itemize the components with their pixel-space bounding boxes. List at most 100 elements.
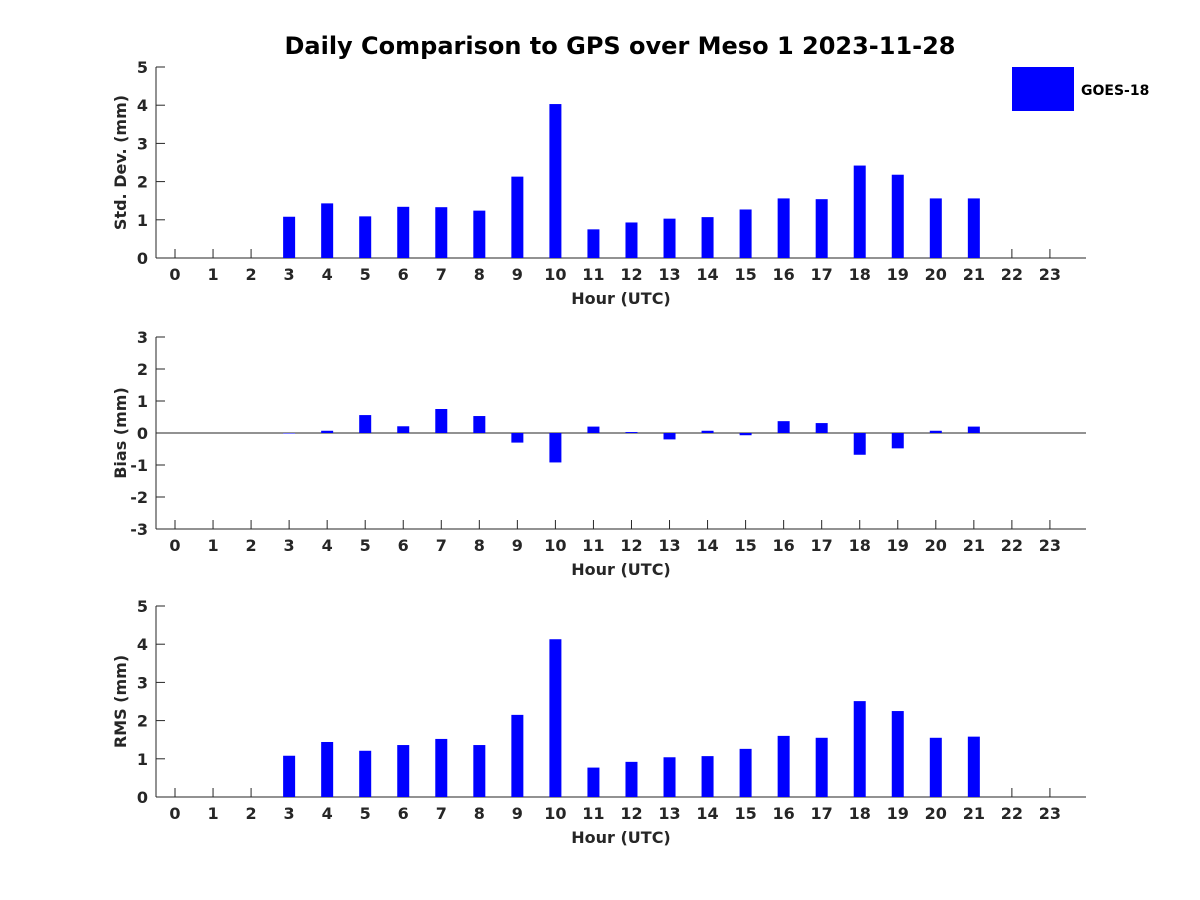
x-tick-label: 17	[811, 536, 833, 555]
bar-hour-12	[625, 432, 638, 433]
x-axis-label: Hour (UTC)	[571, 828, 671, 847]
x-tick-label: 16	[773, 536, 795, 555]
x-tick-label: 19	[887, 536, 909, 555]
x-tick-label: 8	[474, 265, 485, 284]
y-tick-label: 3	[137, 673, 148, 692]
x-tick-label: 0	[169, 804, 180, 823]
bar-hour-15	[739, 433, 752, 436]
x-tick-label: 17	[811, 265, 833, 284]
x-tick-label: 13	[658, 536, 680, 555]
bar-hour-14	[701, 217, 714, 258]
x-tick-label: 2	[246, 265, 257, 284]
x-axis-label: Hour (UTC)	[571, 560, 671, 579]
x-tick-label: 5	[360, 265, 371, 284]
bar-hour-19	[891, 433, 904, 449]
bar-hour-9	[511, 714, 524, 797]
y-tick-label: 2	[137, 173, 148, 192]
x-tick-label: 18	[849, 536, 871, 555]
y-tick-label: 1	[137, 750, 148, 769]
x-tick-label: 23	[1039, 265, 1061, 284]
bar-hour-7	[435, 738, 448, 797]
bar-hour-5	[359, 216, 372, 258]
x-tick-label: 7	[436, 536, 447, 555]
bar-hour-11	[587, 229, 600, 258]
x-tick-label: 15	[734, 536, 756, 555]
bar-hour-11	[587, 767, 600, 797]
y-axis-label: Std. Dev. (mm)	[111, 95, 130, 230]
x-tick-label: 15	[734, 804, 756, 823]
y-tick-label: 0	[137, 788, 148, 807]
x-tick-label: 13	[658, 265, 680, 284]
bar-hour-19	[891, 711, 904, 797]
bar-hour-7	[435, 409, 448, 433]
bar-hour-20	[929, 430, 942, 433]
bar-hour-15	[739, 209, 752, 258]
x-tick-label: 3	[284, 536, 295, 555]
x-tick-label: 5	[360, 804, 371, 823]
bar-hour-17	[815, 737, 828, 797]
y-tick-label: 0	[137, 249, 148, 268]
x-tick-label: 4	[322, 804, 333, 823]
y-tick-label: 4	[137, 96, 148, 115]
y-tick-label: 2	[137, 360, 148, 379]
x-tick-label: 2	[246, 536, 257, 555]
x-tick-label: 12	[620, 804, 642, 823]
y-tick-label: 2	[137, 712, 148, 731]
bar-hour-18	[853, 701, 866, 797]
bar-hour-20	[929, 737, 942, 797]
legend-label: GOES-18	[1081, 83, 1149, 99]
bar-hour-3	[283, 755, 296, 797]
x-tick-label: 4	[322, 536, 333, 555]
bar-hour-8	[473, 416, 486, 433]
bar-hour-12	[625, 761, 638, 797]
y-tick-label: -2	[130, 488, 148, 507]
y-tick-label: 0	[137, 424, 148, 443]
x-tick-label: 16	[773, 804, 795, 823]
bar-hour-17	[815, 199, 828, 258]
x-tick-label: 12	[620, 536, 642, 555]
x-tick-label: 1	[207, 265, 218, 284]
x-tick-label: 10	[544, 536, 566, 555]
bar-hour-4	[321, 203, 334, 258]
x-tick-label: 17	[811, 804, 833, 823]
y-tick-label: 3	[137, 328, 148, 347]
bar-hour-14	[701, 430, 714, 433]
bar-hour-16	[777, 198, 790, 258]
bar-hour-6	[397, 426, 410, 433]
x-tick-label: 21	[963, 536, 985, 555]
bar-hour-6	[397, 745, 410, 797]
x-tick-label: 23	[1039, 804, 1061, 823]
x-tick-label: 19	[887, 265, 909, 284]
bar-hour-13	[663, 218, 676, 258]
bar-hour-15	[739, 748, 752, 797]
x-tick-label: 0	[169, 265, 180, 284]
bar-hour-10	[549, 433, 562, 463]
bar-hour-21	[967, 426, 980, 433]
bar-hour-7	[435, 207, 448, 258]
bar-hour-17	[815, 423, 828, 433]
x-tick-label: 22	[1001, 265, 1023, 284]
bar-hour-18	[853, 433, 866, 455]
x-tick-label: 12	[620, 265, 642, 284]
x-tick-label: 1	[207, 804, 218, 823]
y-tick-label: 1	[137, 211, 148, 230]
x-tick-label: 14	[696, 804, 718, 823]
x-tick-label: 3	[284, 265, 295, 284]
x-tick-label: 22	[1001, 536, 1023, 555]
bar-hour-3	[283, 433, 296, 434]
x-tick-label: 3	[284, 804, 295, 823]
bar-hour-10	[549, 639, 562, 797]
x-tick-label: 6	[398, 804, 409, 823]
x-tick-label: 10	[544, 804, 566, 823]
chart-title: Daily Comparison to GPS over Meso 1 2023…	[284, 32, 955, 60]
y-tick-label: 1	[137, 392, 148, 411]
x-axis-label: Hour (UTC)	[571, 289, 671, 308]
x-tick-label: 21	[963, 804, 985, 823]
x-tick-label: 8	[474, 804, 485, 823]
x-tick-label: 8	[474, 536, 485, 555]
bar-hour-21	[967, 736, 980, 797]
x-tick-label: 23	[1039, 536, 1061, 555]
x-tick-label: 20	[925, 804, 947, 823]
x-tick-label: 19	[887, 804, 909, 823]
